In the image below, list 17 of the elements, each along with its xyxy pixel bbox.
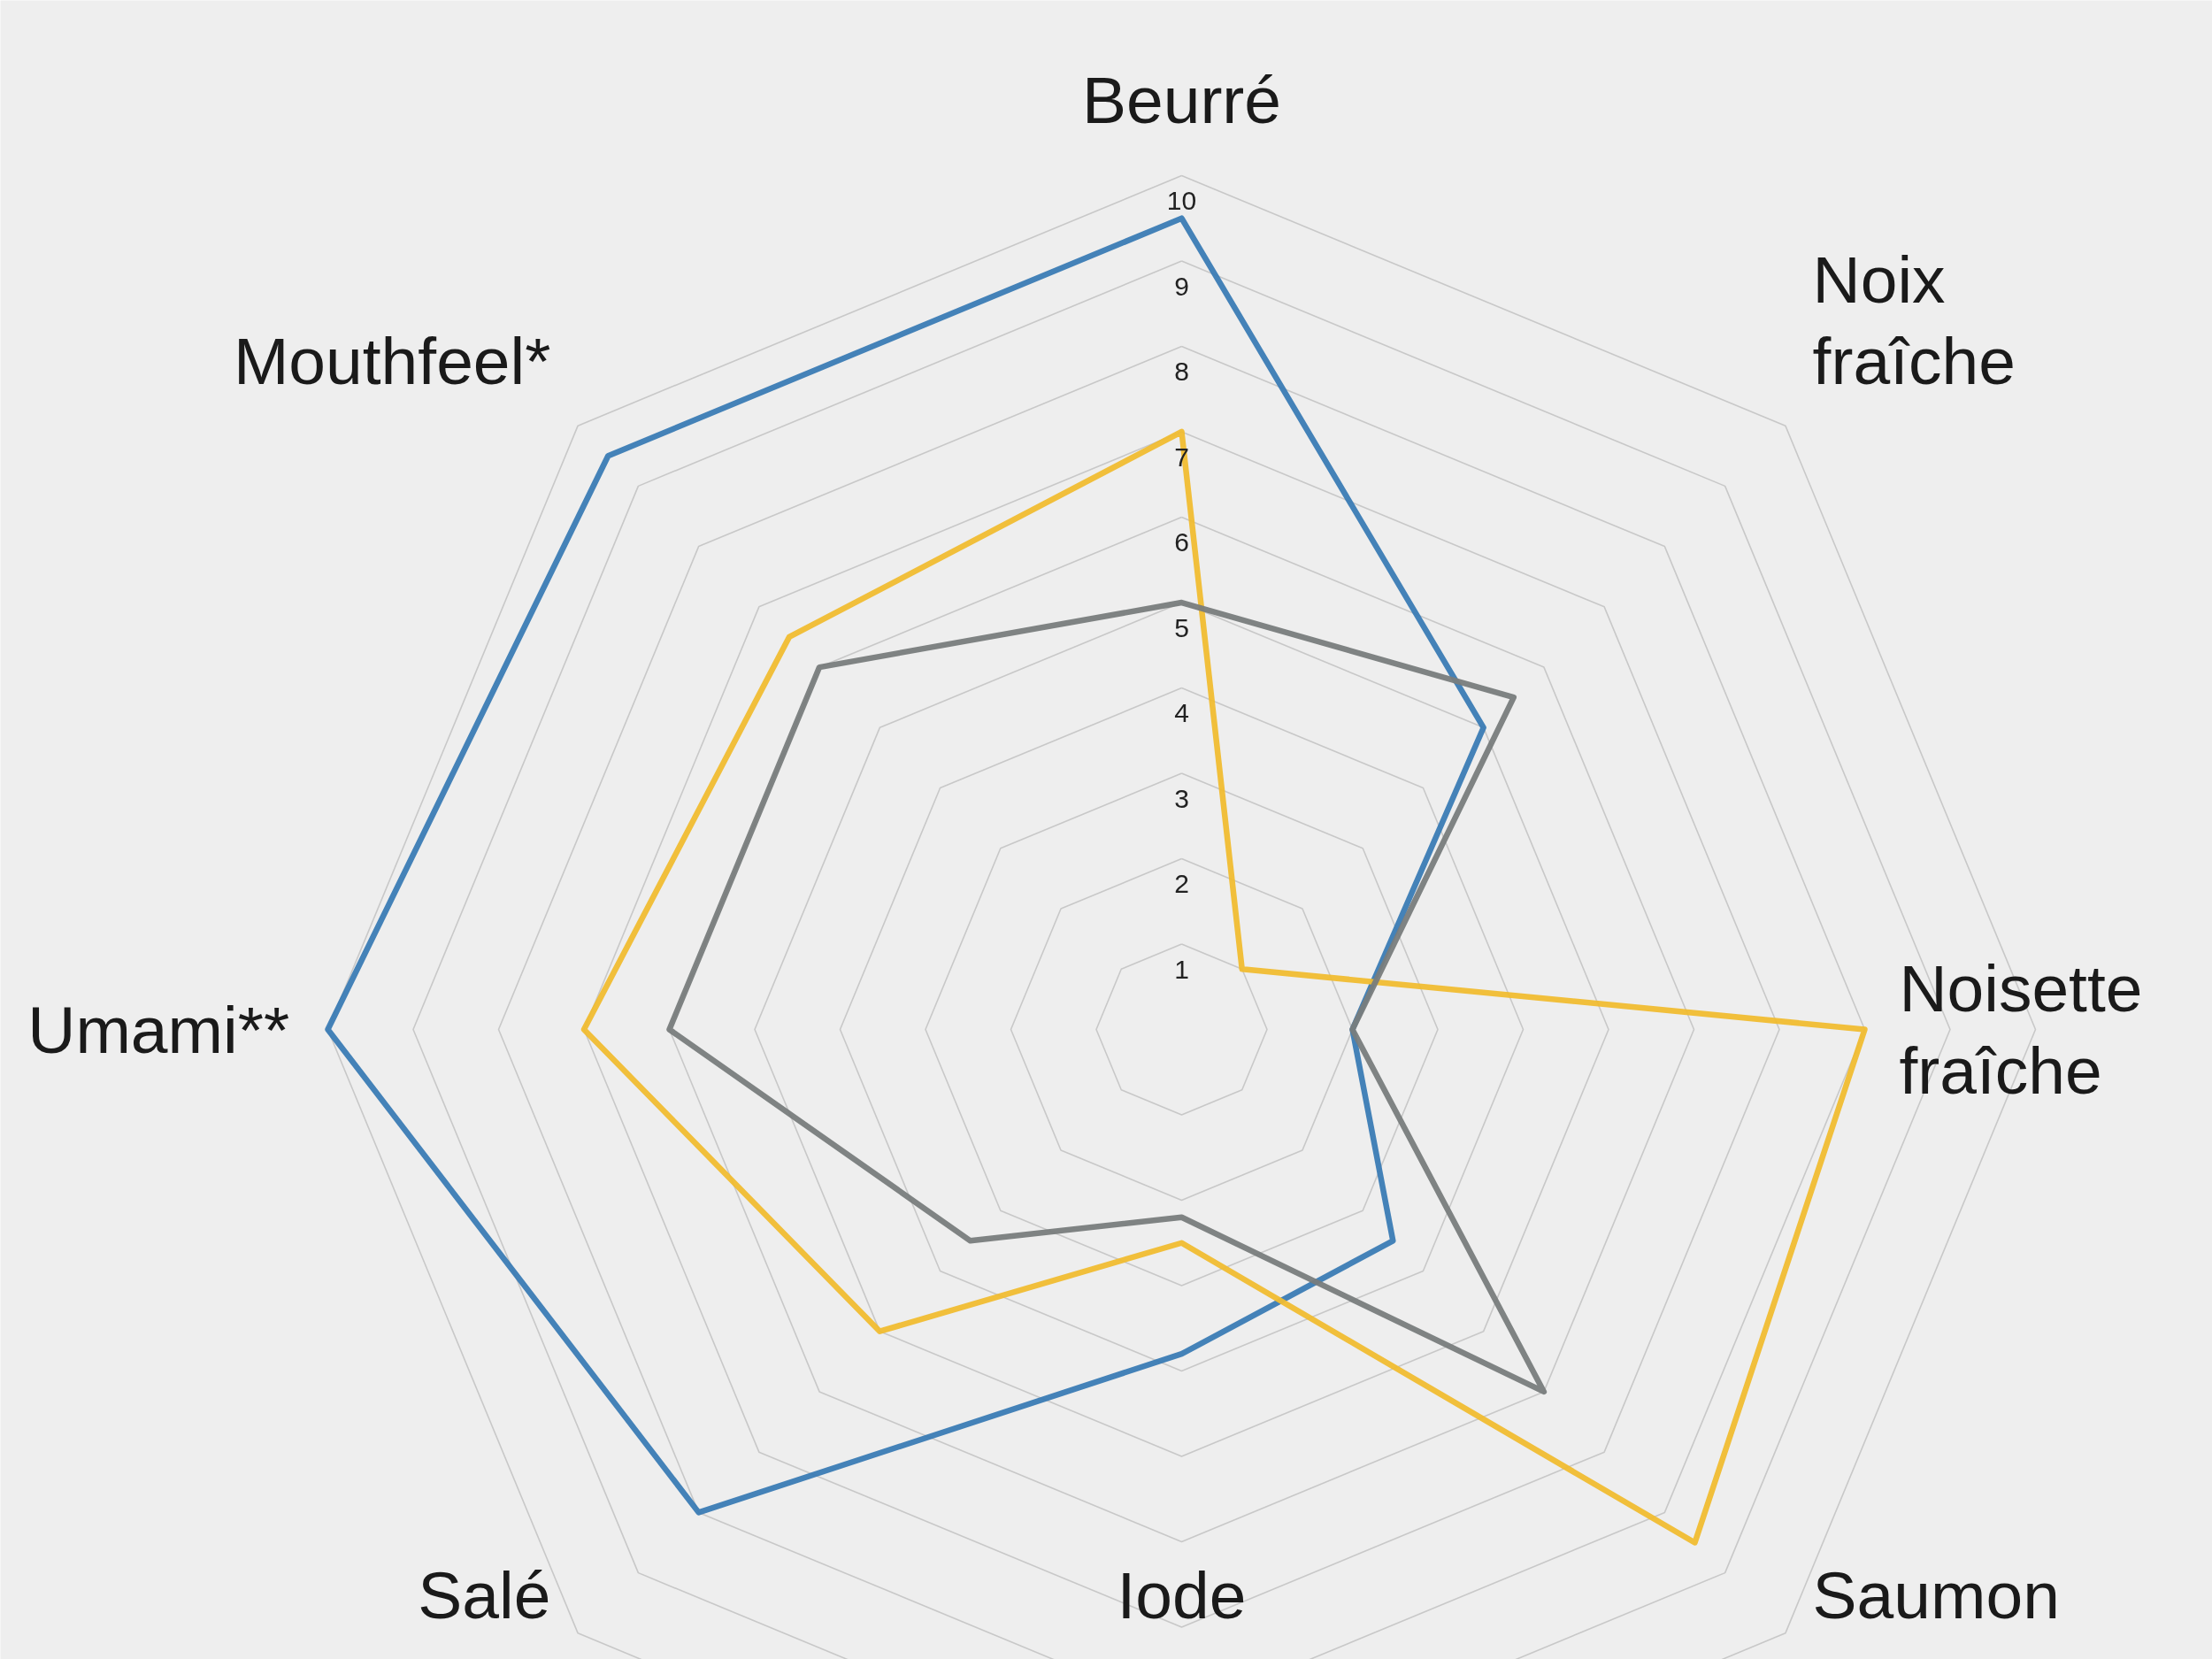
spoke-label: Noisette fraîche [1899, 951, 2143, 1108]
y-tick-label: 8 [1174, 357, 1189, 387]
y-tick-label: 5 [1174, 612, 1189, 642]
spoke-label: Noix fraîche [1812, 242, 2016, 399]
y-tick-label: 4 [1174, 698, 1189, 728]
spoke-label: Saumon [1812, 1558, 2060, 1633]
spoke-label: Salé [418, 1558, 551, 1633]
spoke-label: Iode [1117, 1558, 1247, 1633]
y-tick-label: 6 [1174, 527, 1189, 557]
y-tick-label: 3 [1174, 783, 1189, 813]
y-tick-label: 1 [1174, 954, 1189, 984]
spoke-label: Mouthfeel* [233, 324, 551, 399]
y-tick-label: 2 [1174, 869, 1189, 899]
spoke-label: Umami** [27, 992, 290, 1067]
y-tick-label: 9 [1174, 271, 1189, 301]
spoke-label: Beurré [1081, 63, 1282, 138]
y-tick-label: 10 [1166, 186, 1197, 216]
